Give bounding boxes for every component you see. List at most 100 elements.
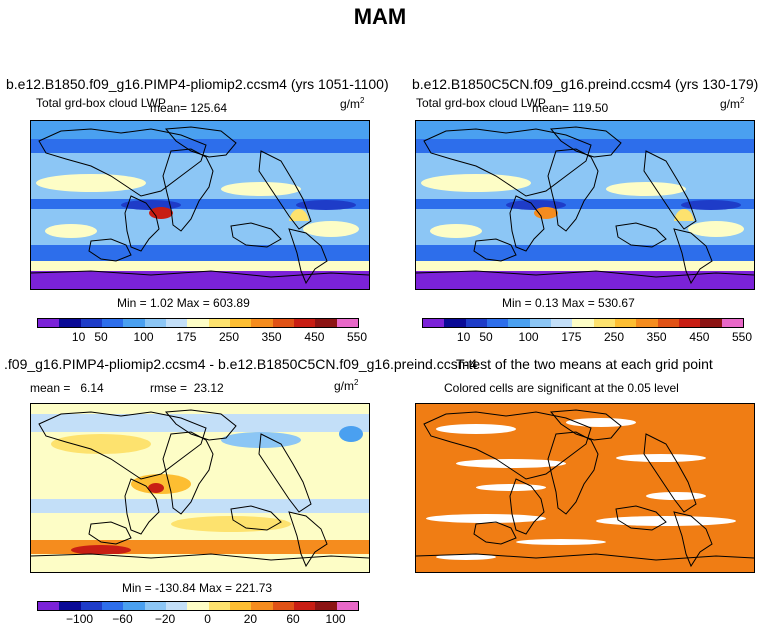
- coastline: [124, 195, 160, 252]
- panel-1-map-svg: [31, 121, 369, 289]
- stratocumulus-south-2: [45, 224, 97, 238]
- cbar3-label: 60: [286, 612, 300, 626]
- panel-3-units-base: g/m: [334, 379, 355, 393]
- coastline: [547, 148, 599, 232]
- colorbar-swatch: [272, 602, 294, 610]
- colorbar-swatch: [529, 319, 551, 327]
- coastline: [615, 505, 667, 531]
- cbar1-label: 100: [133, 330, 154, 344]
- figure-title: MAM: [353, 4, 407, 29]
- itcz-band: [31, 199, 369, 209]
- itcz-band: [416, 199, 754, 209]
- panel-2-mean-value: 119.50: [572, 101, 609, 115]
- coastline: [416, 553, 754, 561]
- stratocumulus-north-2: [606, 182, 686, 196]
- diff-positive-north: [51, 434, 151, 454]
- panel-3-rmse-value: 23.12: [193, 381, 224, 395]
- insignificant-region: [436, 554, 496, 560]
- diff-max-south: [71, 545, 131, 555]
- coastline: [162, 431, 214, 515]
- panel-3-colorbar: [37, 601, 359, 611]
- cbar1-label: 50: [94, 330, 108, 344]
- diff-positive-tropics: [131, 474, 191, 494]
- panel-1-units-base: g/m: [340, 97, 361, 111]
- panel-1-variable: Total grd-box cloud LWP: [36, 96, 166, 110]
- coastline: [549, 126, 622, 158]
- coastline: [643, 150, 697, 230]
- panel-2-units-base: g/m: [720, 97, 741, 111]
- panel-2-variable: Total grd-box cloud LWP: [416, 96, 546, 110]
- stratocumulus-south: [688, 221, 744, 237]
- coastline: [673, 511, 713, 568]
- colorbar-swatch: [614, 319, 637, 327]
- coastline: [547, 431, 599, 515]
- colorbar-swatch: [165, 319, 188, 327]
- panel-3-mean-label: mean =: [30, 381, 71, 395]
- cbar2-label: 350: [646, 330, 667, 344]
- panel-3-units: g/m2: [334, 378, 358, 393]
- colorbar-swatch: [38, 602, 60, 610]
- panel-4-map-svg: [416, 404, 754, 572]
- cbar2-label: 100: [518, 330, 539, 344]
- colorbar-swatch: [572, 319, 594, 327]
- cbar2-label: 10: [456, 330, 471, 344]
- panel-2-minmax: Min = 0.13 Max = 530.67: [502, 296, 635, 310]
- coastline: [288, 228, 328, 285]
- panel-2-map-svg: [416, 121, 754, 289]
- colorbar-swatch: [721, 319, 743, 327]
- panel-2-units-sup: 2: [740, 96, 745, 105]
- colorbar-swatch: [293, 319, 316, 327]
- stratocumulus-north: [421, 174, 531, 192]
- coastline: [31, 270, 369, 278]
- storm-track-north: [31, 139, 369, 153]
- panel-1-units-sup: 2: [360, 96, 365, 105]
- panel-1-minmax: Min = 1.02 Max = 603.89: [117, 296, 250, 310]
- diff-antarctica: [31, 554, 369, 572]
- coastline: [258, 150, 312, 230]
- colorbar-swatch: [293, 602, 316, 610]
- insignificant-region: [516, 539, 606, 545]
- colorbar-swatch: [208, 602, 230, 610]
- storm-track-north: [416, 139, 754, 153]
- coastline: [473, 521, 517, 545]
- subtropics-south: [416, 221, 754, 241]
- colorbar-swatch: [336, 319, 358, 327]
- diff-max-tropics: [148, 483, 164, 493]
- colorbar-swatch: [272, 319, 294, 327]
- coastline: [38, 128, 207, 197]
- insignificant-region: [476, 484, 546, 491]
- insignificant-region: [596, 516, 736, 526]
- colorbar-swatch: [80, 602, 102, 610]
- panel-2-colorbar-labels: 10 50 100 175 250 350 450 550: [422, 330, 752, 346]
- panel-3-mean-value: 6.14: [80, 381, 104, 395]
- panel-1-colorbar: [37, 318, 359, 328]
- colorbar-swatch: [251, 602, 273, 610]
- colorbar-swatch: [208, 319, 230, 327]
- coastline: [162, 148, 214, 232]
- colorbar-swatch: [229, 319, 252, 327]
- coastline: [31, 553, 369, 561]
- colorbar-swatch: [59, 602, 81, 610]
- panel-1-mean: mean= 125.64: [150, 101, 227, 115]
- insignificant-region: [616, 454, 706, 462]
- diff-band-north: [31, 414, 369, 432]
- antarctica: [31, 271, 369, 289]
- colorbar-swatch: [315, 319, 337, 327]
- coastline: [164, 409, 237, 441]
- panel-3-colorbar-labels: −100 −60 −20 0 20 60 100: [37, 612, 357, 628]
- colorbar-swatch: [657, 319, 679, 327]
- colorbar-swatch: [251, 319, 273, 327]
- panel-1-mean-label: mean=: [150, 101, 188, 115]
- stratocumulus-north: [36, 174, 146, 192]
- colorbar-swatch: [593, 319, 615, 327]
- southern-ocean-band: [31, 261, 369, 271]
- cbar3-label: −20: [154, 612, 176, 626]
- panel-1-colorbar-labels: 10 50 100 175 250 350 450 550: [37, 330, 367, 346]
- colorbar-swatch: [465, 319, 487, 327]
- itcz-core: [506, 200, 566, 210]
- maritime-continent-max: [149, 207, 173, 219]
- panel-2-mean-label: mean=: [532, 101, 570, 115]
- itcz-core: [121, 200, 181, 210]
- diff-band-tropics-south: [31, 499, 369, 513]
- cbar3-label: 20: [243, 612, 258, 626]
